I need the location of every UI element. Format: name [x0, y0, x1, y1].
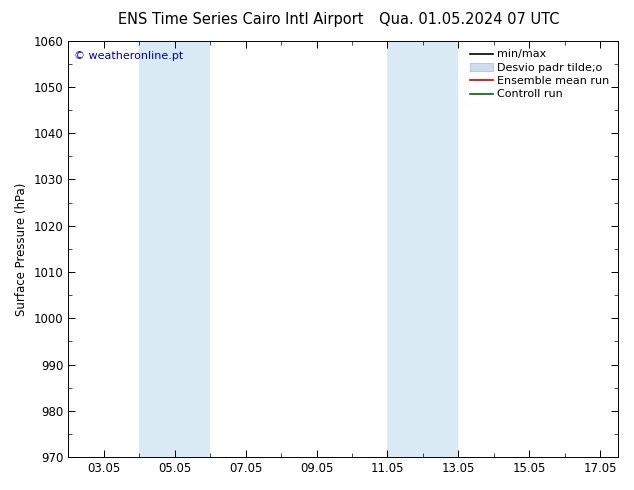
Bar: [139, 41, 210, 457]
Text: ENS Time Series Cairo Intl Airport: ENS Time Series Cairo Intl Airport: [118, 12, 364, 27]
Text: © weatheronline.pt: © weatheronline.pt: [74, 51, 183, 61]
Bar: [387, 41, 458, 457]
Legend: min/max, Desvio padr tilde;o, Ensemble mean run, Controll run: min/max, Desvio padr tilde;o, Ensemble m…: [467, 46, 612, 103]
Y-axis label: Surface Pressure (hPa): Surface Pressure (hPa): [15, 182, 28, 316]
Text: Qua. 01.05.2024 07 UTC: Qua. 01.05.2024 07 UTC: [379, 12, 559, 27]
